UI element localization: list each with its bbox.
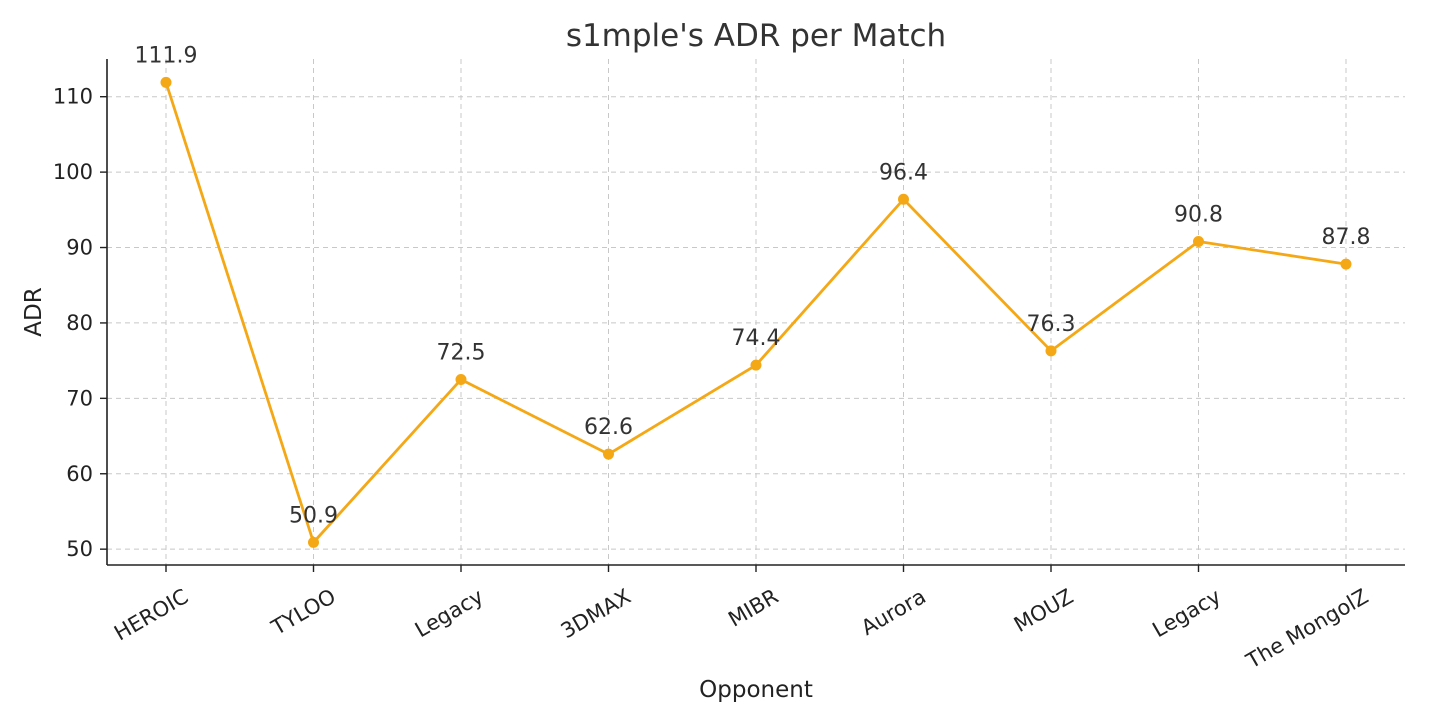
grid-layer (107, 59, 1405, 565)
data-point (1340, 258, 1352, 270)
data-label: 74.4 (732, 326, 781, 351)
data-point (308, 536, 319, 548)
x-tick-label: The MongolZ (1241, 584, 1372, 673)
x-tick-label: 3DMAX (557, 584, 635, 643)
data-point (1045, 345, 1057, 357)
data-point (455, 373, 467, 385)
data-label: 62.6 (584, 415, 633, 440)
data-point (160, 76, 172, 88)
y-axis-label: ADR (21, 287, 47, 336)
chart-title: s1mple's ADR per Match (566, 18, 946, 54)
y-tick-label: 110 (53, 85, 93, 109)
x-tick-label: Legacy (411, 584, 487, 642)
y-tick-label: 100 (53, 160, 93, 184)
data-point (898, 193, 909, 205)
y-tick-label: 50 (66, 537, 93, 561)
y-tick-label: 60 (66, 462, 93, 486)
data-point (1193, 235, 1204, 247)
x-tick-label: Aurora (857, 584, 930, 640)
data-label: 76.3 (1027, 312, 1076, 337)
y-tick-label: 80 (66, 311, 93, 335)
data-label: 50.9 (289, 503, 338, 528)
data-point (603, 448, 614, 460)
x-tick-label: MOUZ (1010, 584, 1077, 637)
data-label: 72.5 (437, 340, 486, 365)
y-tick-label: 90 (66, 236, 93, 260)
data-label: 111.9 (135, 43, 198, 68)
data-label: 90.8 (1174, 202, 1223, 227)
x-axis-label: Opponent (699, 677, 813, 703)
x-tick-label: Legacy (1148, 584, 1224, 642)
data-point (750, 359, 762, 371)
x-tick-label: TYLOO (267, 584, 340, 640)
x-tick-label: MIBR (724, 584, 782, 631)
series-layer (160, 76, 1352, 548)
data-label: 96.4 (879, 160, 928, 185)
y-tick-label: 70 (66, 386, 93, 410)
data-labels-layer: 111.9 50.9 72.5 62.6 74.4 96.4 76.3 90.8 87.8 (135, 43, 1371, 528)
x-tick-label: HEROIC (110, 584, 192, 645)
data-label: 87.8 (1322, 225, 1371, 250)
